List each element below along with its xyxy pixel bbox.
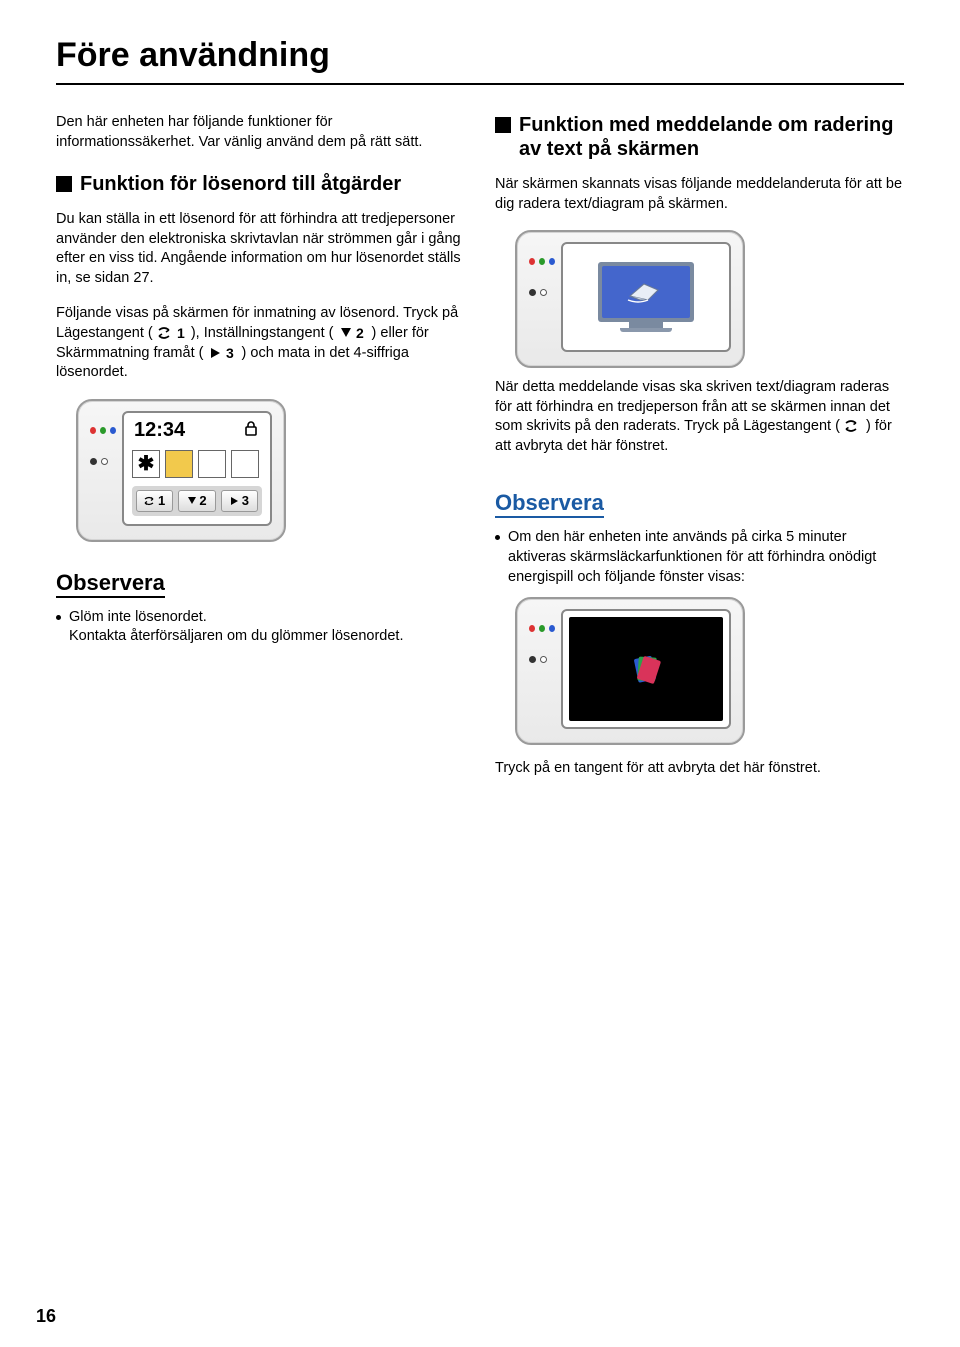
device-button-3: 3 bbox=[221, 490, 258, 512]
device-side-indicators bbox=[529, 258, 555, 296]
password-digit-1: ✱ bbox=[132, 450, 160, 478]
intro-text: Den här enheten har följande funktioner … bbox=[56, 113, 465, 152]
right-column: Funktion med meddelande om radering av t… bbox=[495, 113, 904, 795]
device-illustration-erase bbox=[515, 230, 745, 368]
text-fragment: ), Inställningstangent ( bbox=[191, 325, 334, 341]
title-rule bbox=[56, 83, 904, 85]
device-button-1: 1 bbox=[136, 490, 173, 512]
section-heading-password: Funktion för lösenord till åtgärder bbox=[56, 172, 465, 196]
clock-display: 12:34 bbox=[134, 419, 185, 442]
svg-text:3: 3 bbox=[226, 345, 234, 361]
note-text: Om den här enheten inte används på cirka… bbox=[508, 528, 904, 587]
button-label: 2 bbox=[199, 493, 206, 508]
device-button-row: 1 2 3 bbox=[132, 486, 262, 516]
observera-heading-blue: Observera bbox=[495, 490, 604, 518]
led-pair-icon bbox=[529, 289, 555, 296]
password-digit-4 bbox=[231, 450, 259, 478]
forward-key-icon: 3 bbox=[208, 345, 238, 361]
note-text-line2: Kontakta återförsäljaren om du glömmer l… bbox=[69, 627, 403, 647]
led-row-icon bbox=[529, 625, 555, 632]
note-item: Glöm inte lösenordet. Kontakta återförsä… bbox=[56, 608, 465, 647]
led-pair-icon bbox=[90, 458, 116, 465]
square-bullet-icon bbox=[495, 117, 511, 133]
lock-icon bbox=[242, 419, 260, 442]
left-column: Den här enheten har följande funktioner … bbox=[56, 113, 465, 795]
section2-paragraph1: När skärmen skannats visas följande medd… bbox=[495, 175, 904, 214]
section1-paragraph1: Du kan ställa in ett lösenord för att fö… bbox=[56, 210, 465, 288]
square-bullet-icon bbox=[56, 176, 72, 192]
svg-text:1: 1 bbox=[177, 325, 185, 341]
device-illustration-screensaver bbox=[515, 597, 745, 745]
eraser-icon bbox=[624, 278, 668, 306]
device-screen bbox=[561, 242, 731, 352]
observera-heading: Observera bbox=[56, 570, 165, 598]
device-side-indicators bbox=[529, 625, 555, 663]
page-title: Före användning bbox=[56, 36, 904, 75]
text-fragment: När detta meddelande visas ska skriven t… bbox=[495, 379, 890, 434]
password-digit-2-active bbox=[165, 450, 193, 478]
monitor-icon bbox=[598, 262, 694, 332]
two-column-layout: Den här enheten har följande funktioner … bbox=[56, 113, 904, 795]
section1-paragraph2: Följande visas på skärmen för inmatning … bbox=[56, 304, 465, 382]
button-label: 3 bbox=[242, 493, 249, 508]
mode-key-icon bbox=[844, 419, 862, 433]
button-label: 1 bbox=[158, 493, 165, 508]
mode-key-icon: 1 bbox=[157, 325, 187, 341]
password-digit-boxes: ✱ bbox=[132, 450, 262, 478]
section2-paragraph2: När detta meddelande visas ska skriven t… bbox=[495, 378, 904, 456]
section-title: Funktion för lösenord till åtgärder bbox=[80, 172, 401, 196]
device-screen: 12:34 ✱ bbox=[122, 411, 272, 526]
section-title: Funktion med meddelande om radering av t… bbox=[519, 113, 904, 161]
svg-text:2: 2 bbox=[356, 325, 364, 341]
device-screen bbox=[561, 609, 731, 729]
note-item: Om den här enheten inte används på cirka… bbox=[495, 528, 904, 587]
page-number: 16 bbox=[36, 1306, 56, 1327]
bullet-dot-icon bbox=[56, 615, 61, 620]
led-row-icon bbox=[529, 258, 555, 265]
settings-key-icon: 2 bbox=[338, 325, 368, 341]
led-pair-icon bbox=[529, 656, 555, 663]
note-text-line1: Glöm inte lösenordet. bbox=[69, 608, 403, 628]
footer-line: Tryck på en tangent för att avbryta det … bbox=[495, 759, 904, 779]
device-button-2: 2 bbox=[178, 490, 215, 512]
device-illustration-password: 12:34 ✱ bbox=[76, 399, 286, 542]
bullet-dot-icon bbox=[495, 535, 500, 540]
screensaver-cards-icon bbox=[625, 648, 667, 690]
section-heading-erase: Funktion med meddelande om radering av t… bbox=[495, 113, 904, 161]
led-row-icon bbox=[90, 427, 116, 434]
device-side-indicators bbox=[90, 427, 116, 465]
password-digit-3 bbox=[198, 450, 226, 478]
